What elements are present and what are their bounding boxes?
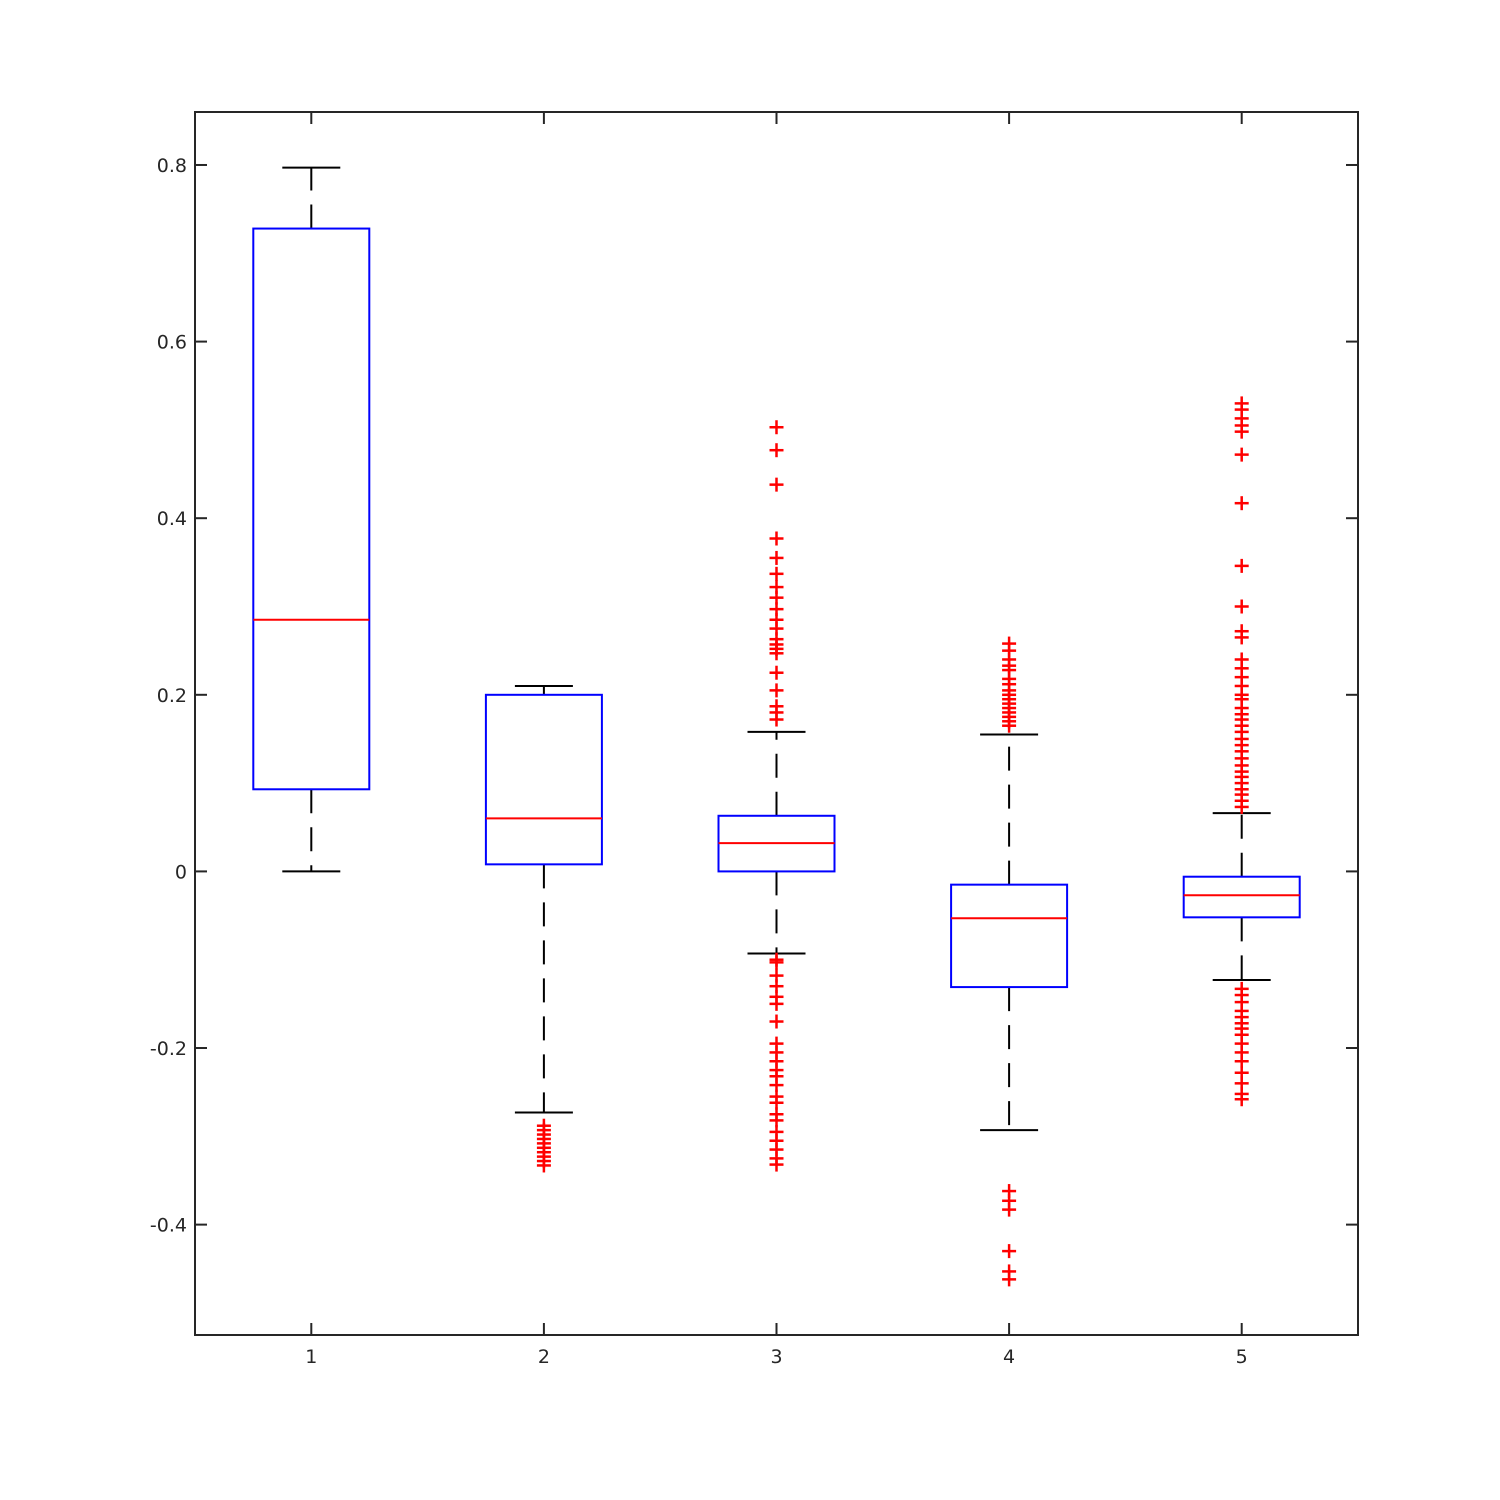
outlier-marker bbox=[769, 477, 784, 492]
y-axis: -0.4 -0.2 0 0.2 0.4 0.6 0.8 bbox=[150, 155, 1358, 1237]
axes-frame bbox=[194, 111, 1359, 1336]
outlier-marker bbox=[769, 1157, 784, 1172]
iqr-box bbox=[950, 883, 1069, 989]
x-tick-label: 4 bbox=[1003, 1346, 1015, 1368]
outlier-marker bbox=[1234, 1092, 1249, 1107]
y-tick-label: 0 bbox=[175, 861, 187, 883]
outlier-marker bbox=[769, 646, 784, 661]
outlier-marker bbox=[1234, 630, 1249, 645]
outlier-marker bbox=[1002, 718, 1017, 733]
outlier-marker bbox=[769, 712, 784, 727]
outlier-marker bbox=[536, 1158, 551, 1173]
outlier-marker bbox=[769, 443, 784, 458]
outlier-marker bbox=[769, 683, 784, 698]
y-tick-label: 0.6 bbox=[157, 332, 187, 354]
outlier-marker bbox=[1002, 1244, 1017, 1259]
plot-area bbox=[252, 166, 1301, 1287]
y-tick-label: 0.2 bbox=[157, 685, 187, 707]
outlier-marker bbox=[1234, 447, 1249, 462]
outlier-marker bbox=[1234, 496, 1249, 511]
outlier-marker bbox=[769, 665, 784, 680]
box-group-1 bbox=[252, 166, 371, 873]
iqr-box bbox=[252, 227, 371, 791]
x-tick-label: 1 bbox=[305, 1346, 317, 1368]
box-group-3 bbox=[717, 420, 836, 1172]
iqr-box bbox=[484, 693, 603, 866]
outlier-marker bbox=[1234, 558, 1249, 573]
outlier-marker bbox=[1234, 599, 1249, 614]
y-tick-label: 0.4 bbox=[157, 508, 187, 530]
outlier-marker bbox=[769, 420, 784, 435]
x-tick-label: 2 bbox=[538, 1346, 550, 1368]
y-tick-label: -0.4 bbox=[150, 1215, 187, 1237]
x-axis: 1 2 3 4 5 bbox=[305, 112, 1248, 1368]
outlier-marker bbox=[1002, 1272, 1017, 1287]
box-group-2 bbox=[484, 684, 603, 1173]
box-group-5 bbox=[1182, 396, 1301, 1107]
iqr-box bbox=[1182, 875, 1301, 919]
outlier-marker bbox=[769, 531, 784, 546]
outlier-marker bbox=[769, 566, 784, 581]
outlier-marker bbox=[1002, 1202, 1017, 1217]
outlier-marker bbox=[769, 996, 784, 1011]
outlier-marker bbox=[1234, 799, 1249, 814]
box-group-4 bbox=[950, 636, 1069, 1287]
x-tick-label: 3 bbox=[770, 1346, 782, 1368]
outlier-marker bbox=[769, 955, 784, 970]
y-tick-label: -0.2 bbox=[150, 1038, 187, 1060]
outlier-marker bbox=[769, 1014, 784, 1029]
x-tick-label: 5 bbox=[1236, 1346, 1248, 1368]
outlier-marker bbox=[1234, 424, 1249, 439]
outlier-marker bbox=[769, 550, 784, 565]
y-tick-label: 0.8 bbox=[157, 155, 187, 177]
